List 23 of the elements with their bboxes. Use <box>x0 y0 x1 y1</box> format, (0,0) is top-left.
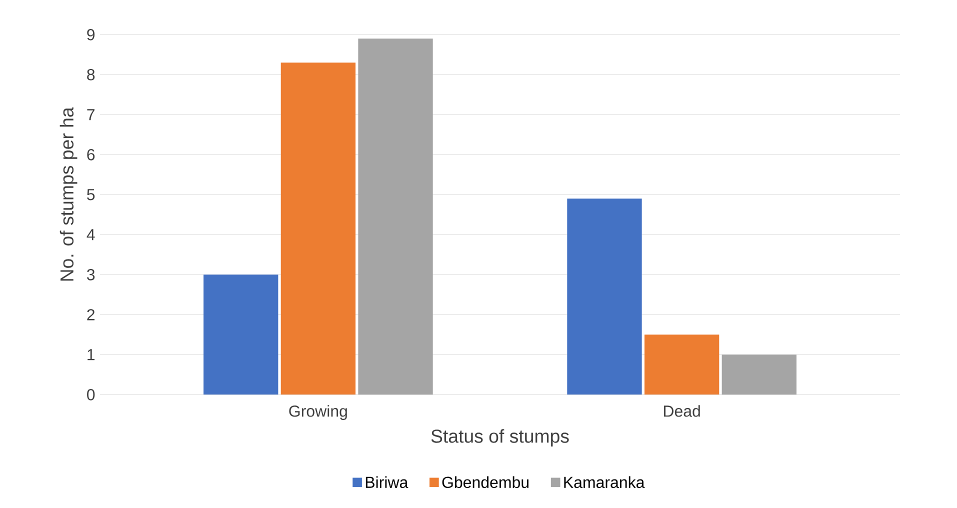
y-axis-title: No. of stumps per ha <box>60 107 78 281</box>
y-tick-label: 0 <box>87 389 95 400</box>
y-tick-label: 5 <box>87 189 95 200</box>
bar <box>204 274 278 395</box>
x-tick-label: Growing <box>289 405 347 420</box>
y-tick-label: 9 <box>87 29 95 40</box>
y-tick-label: 2 <box>87 309 94 320</box>
bar <box>722 354 796 395</box>
y-tick-label: 4 <box>86 229 95 240</box>
legend-label: Gbendembu <box>442 476 528 488</box>
bar <box>358 38 433 395</box>
x-tick-label: Dead <box>664 405 700 417</box>
y-tick-label: 6 <box>87 149 95 160</box>
bar <box>280 62 356 395</box>
legend-label: Kamaranka <box>564 476 645 488</box>
y-tick-label: 7 <box>87 109 94 120</box>
x-axis-title: Status of stumps <box>431 429 569 447</box>
bar <box>567 198 642 395</box>
y-tick-label: 8 <box>87 69 95 80</box>
legend-label: Biriwa <box>366 476 408 488</box>
y-tick-label: 3 <box>87 269 95 280</box>
y-tick-label: 1 <box>88 349 95 360</box>
bar <box>644 334 720 395</box>
